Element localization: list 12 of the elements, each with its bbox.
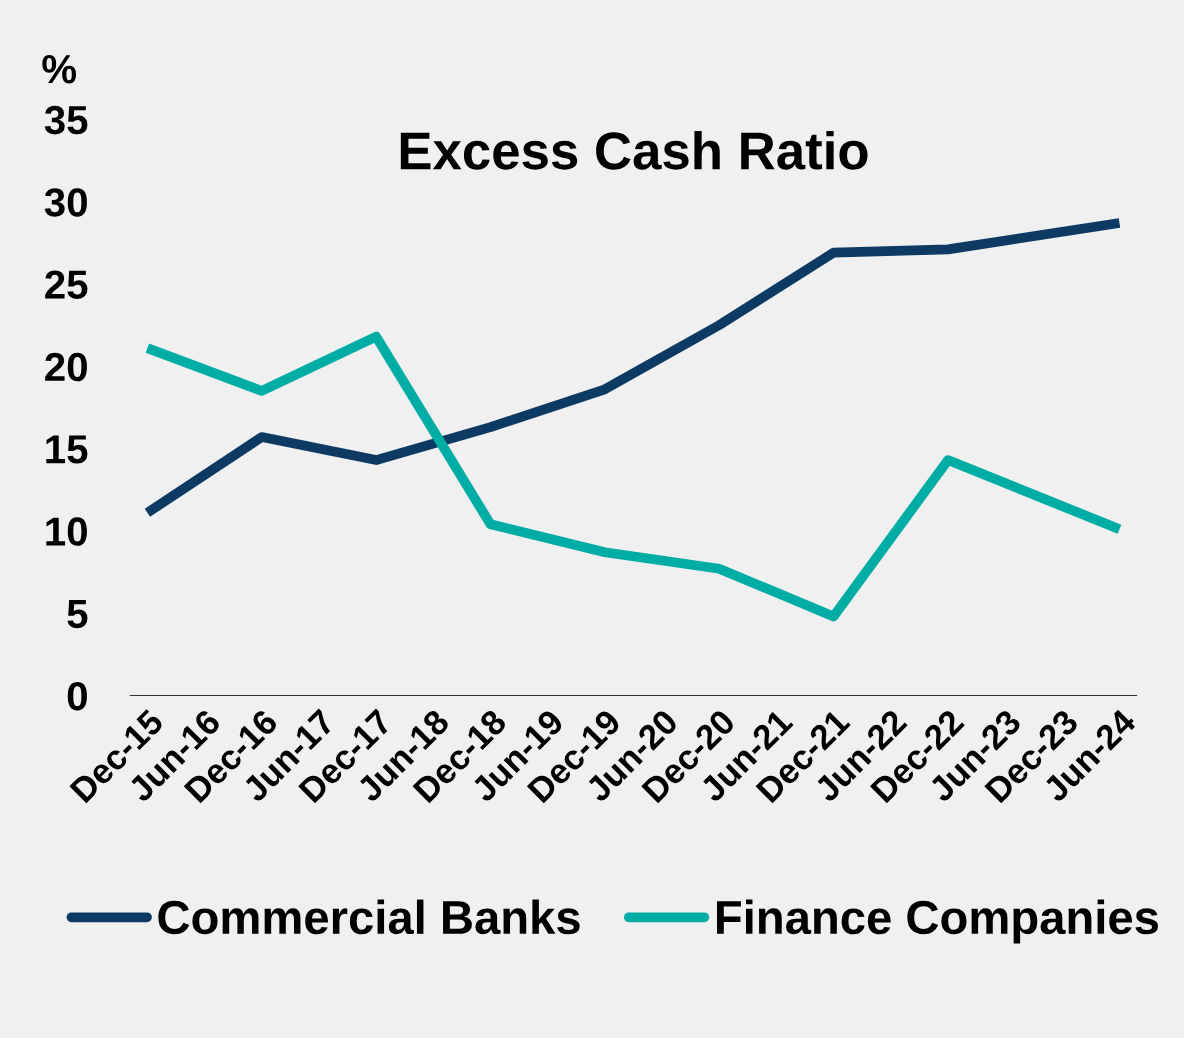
y-tick-label: 5 [67, 600, 88, 629]
y-tick-label: 10 [46, 517, 87, 546]
y-tick-label: 35 [44, 105, 88, 135]
legend-label: Finance Companies [717, 899, 1159, 944]
y-axis-title: % [42, 55, 77, 84]
y-tick-label: 25 [45, 270, 88, 299]
y-tick-label: 0 [67, 681, 87, 711]
y-tick-label: 15 [46, 435, 88, 464]
chart-title: Excess Cash Ratio [400, 130, 868, 170]
legend-label: Commercial Banks [158, 899, 580, 935]
y-tick-label: 30 [44, 188, 87, 217]
y-tick-label: 20 [45, 352, 87, 382]
